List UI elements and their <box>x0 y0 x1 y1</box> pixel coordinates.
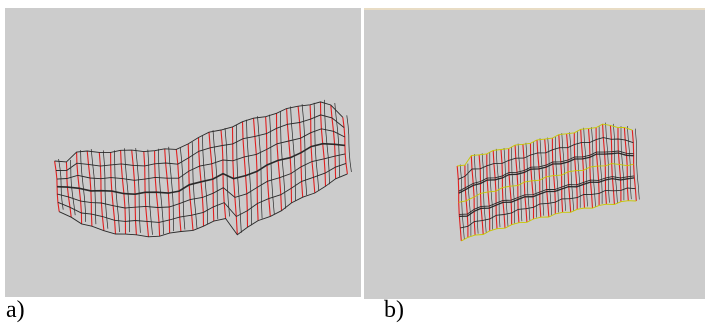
mesh-rib <box>70 159 76 216</box>
mesh-rib <box>168 146 174 232</box>
mesh-rib <box>623 127 629 201</box>
mesh-rib <box>566 133 572 213</box>
mesh-row <box>458 163 634 203</box>
panel-b-caption: b) <box>384 297 404 323</box>
mesh-rib <box>334 102 340 177</box>
mesh-rib <box>613 123 618 204</box>
mesh-row <box>457 123 633 167</box>
mesh-rib <box>544 139 550 218</box>
mesh-row <box>459 175 635 215</box>
mesh-rib <box>587 128 594 209</box>
mesh-rib <box>500 149 506 229</box>
mesh-row <box>56 128 346 181</box>
mesh-rib <box>143 151 150 237</box>
mesh-rib <box>602 124 607 205</box>
mesh-rib <box>124 148 130 233</box>
mesh-rib <box>478 154 484 235</box>
mesh-rib <box>627 125 632 200</box>
mesh-rib <box>131 150 137 235</box>
mesh-rib <box>102 150 109 229</box>
mesh-rib <box>609 125 615 205</box>
mesh-row <box>54 101 344 163</box>
mesh-rib <box>114 150 120 233</box>
mesh-rib <box>191 141 198 229</box>
mesh-rib <box>90 148 97 225</box>
panel-a-caption: a) <box>6 297 25 323</box>
mesh-row <box>458 150 634 192</box>
mesh-rib <box>558 134 564 213</box>
mesh-row <box>458 152 634 194</box>
mesh-rib <box>80 150 86 222</box>
mesh-rib <box>147 149 153 235</box>
mesh-row <box>459 177 635 218</box>
mesh-rib <box>631 130 637 202</box>
mesh-rib <box>252 118 259 221</box>
mesh-row <box>461 200 637 242</box>
mesh-row <box>460 187 636 229</box>
mesh-row <box>458 137 634 180</box>
mesh-rib <box>58 158 64 210</box>
wireframe-mesh-b-icon <box>456 122 640 242</box>
mesh-rib <box>635 128 640 200</box>
mesh-rib <box>158 148 164 235</box>
mesh-rib <box>456 165 462 242</box>
mesh-row <box>59 173 348 238</box>
wireframe-mesh-a-icon <box>54 99 352 238</box>
mesh-rib <box>86 150 93 227</box>
mesh-row <box>57 142 345 196</box>
mesh-row <box>57 153 346 209</box>
mesh-row <box>55 114 345 171</box>
mesh-rib <box>135 148 141 233</box>
mesh-rib <box>346 115 352 172</box>
panel-b-viewport <box>364 8 705 299</box>
mesh-rib <box>522 144 528 223</box>
mesh-rib <box>580 129 586 209</box>
panel-a-viewport <box>5 8 361 297</box>
mesh-rib <box>224 127 230 217</box>
mesh-row <box>57 162 347 223</box>
